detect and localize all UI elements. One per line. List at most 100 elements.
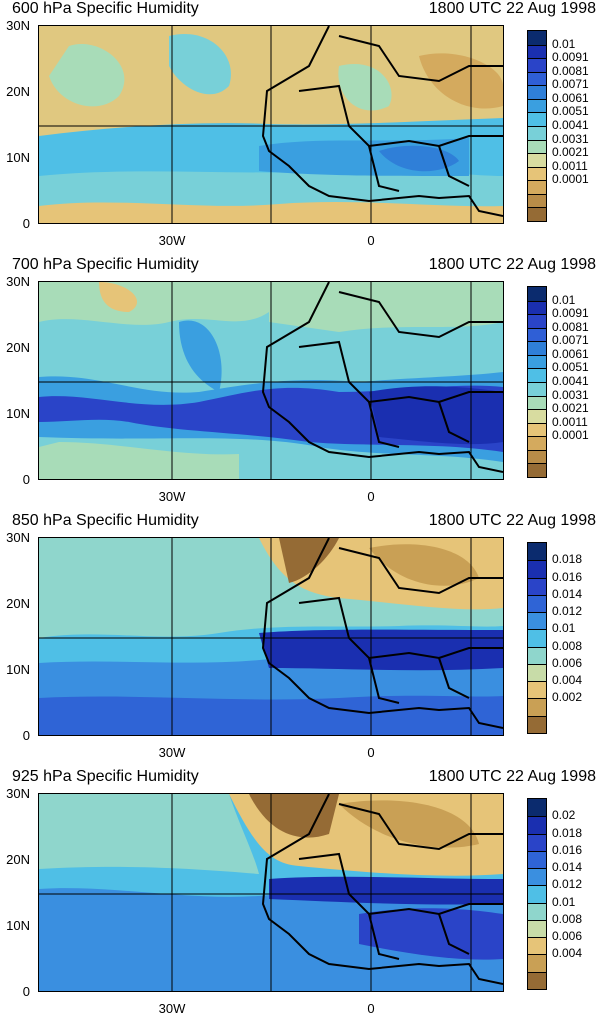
colorbar-swatch bbox=[528, 395, 546, 410]
colorbar-swatch bbox=[528, 436, 546, 450]
colorbar-swatch bbox=[528, 354, 546, 369]
y-tick-30n: 30N bbox=[6, 530, 30, 545]
colorbar-label: 0.01 bbox=[552, 894, 576, 909]
colorbar-swatch bbox=[528, 816, 546, 834]
humidity-map bbox=[38, 793, 504, 992]
colorbar-swatch bbox=[528, 449, 546, 464]
colorbar-label: 0.004 bbox=[552, 946, 583, 961]
colorbar-label: 0.0031 bbox=[552, 131, 589, 146]
colorbar-swatch bbox=[528, 71, 546, 86]
y-tick-10n: 10N bbox=[6, 918, 30, 933]
colorbar-swatch bbox=[528, 422, 546, 437]
y-tick-30n: 30N bbox=[6, 786, 30, 801]
colorbar-label: 0.018 bbox=[552, 552, 583, 567]
y-tick-20n: 20N bbox=[6, 340, 30, 355]
x-tick-0: 0 bbox=[367, 1001, 375, 1016]
colorbar-label: 0.008 bbox=[552, 638, 583, 653]
colorbar-swatch bbox=[528, 594, 546, 613]
y-tick-0: 0 bbox=[22, 216, 30, 231]
y-tick-0: 0 bbox=[22, 472, 30, 487]
colorbar-label: 0.014 bbox=[552, 586, 583, 601]
coastlines-and-borders bbox=[39, 794, 503, 991]
colorbar-label: 0.0041 bbox=[552, 118, 589, 132]
y-tick-10n: 10N bbox=[6, 150, 30, 165]
coastlines-and-borders bbox=[39, 26, 503, 223]
colorbar-label: 0.0011 bbox=[552, 414, 588, 429]
colorbar-label: 0.018 bbox=[552, 825, 583, 840]
colorbar-swatch bbox=[528, 31, 546, 45]
colorbar-label: 0.0091 bbox=[552, 50, 589, 65]
coastlines-and-borders bbox=[39, 282, 503, 479]
colorbar-swatch bbox=[528, 125, 546, 140]
colorbar-swatch bbox=[528, 885, 546, 903]
y-tick-20n: 20N bbox=[6, 852, 30, 867]
colorbar-swatch bbox=[528, 368, 546, 382]
x-tick-0: 0 bbox=[367, 489, 375, 504]
colorbar-label: 0.0011 bbox=[552, 158, 588, 173]
x-tick-30w: 30W bbox=[158, 489, 186, 504]
map-panel-700hpa: 700 hPa Specific Humidity 1800 UTC 22 Au… bbox=[0, 256, 600, 512]
panel-title: 700 hPa Specific Humidity bbox=[12, 256, 199, 273]
colorbar-label: 0.01 bbox=[552, 36, 576, 51]
colorbar-swatch bbox=[528, 98, 546, 113]
colorbar-label: 0.014 bbox=[552, 860, 583, 875]
panel-title: 600 hPa Specific Humidity bbox=[12, 0, 199, 17]
colorbar-label: 0.008 bbox=[552, 911, 583, 926]
map-panel-600hpa: 600 hPa Specific Humidity 1800 UTC 22 Au… bbox=[0, 0, 600, 256]
x-tick-30w: 30W bbox=[158, 1001, 186, 1016]
colorbar-swatch bbox=[528, 112, 546, 126]
colorbar-label: 0.02 bbox=[552, 808, 576, 823]
x-tick-0: 0 bbox=[367, 233, 375, 248]
colorbar-swatch bbox=[528, 577, 546, 595]
colorbar-label: 0.0021 bbox=[552, 145, 589, 160]
colorbar bbox=[527, 798, 547, 990]
panel-title: 850 hPa Specific Humidity bbox=[12, 512, 199, 529]
humidity-map bbox=[38, 281, 504, 480]
colorbar-labels: 0.018 0.016 0.014 0.012 0.01 0.008 0.006 0.004 0… bbox=[0, 542, 600, 732]
colorbar-label: 0.0001 bbox=[552, 172, 589, 187]
colorbar-swatch bbox=[528, 314, 546, 328]
colorbar-swatch bbox=[528, 193, 546, 208]
x-tick-30w: 30W bbox=[158, 233, 186, 248]
colorbar-label: 0.016 bbox=[552, 842, 583, 857]
y-tick-0: 0 bbox=[22, 984, 30, 999]
colorbar-swatch bbox=[528, 381, 546, 396]
colorbar-swatch bbox=[528, 341, 546, 355]
colorbar-labels: 0.01 0.0091 0.0081 0.0071 0.0061 0.0051 0.0041… bbox=[0, 30, 600, 220]
x-tick-30w: 30W bbox=[158, 745, 186, 760]
y-tick-20n: 20N bbox=[6, 84, 30, 99]
colorbar-swatch bbox=[528, 868, 546, 886]
y-tick-0: 0 bbox=[22, 728, 30, 743]
colorbar-swatch bbox=[528, 698, 546, 716]
colorbar-swatch bbox=[528, 937, 546, 955]
colorbar-swatch bbox=[528, 902, 546, 920]
colorbar-label: 0.004 bbox=[552, 673, 583, 688]
colorbar-swatch bbox=[528, 646, 546, 664]
panel-title: 925 hPa Specific Humidity bbox=[12, 768, 199, 785]
colorbar-swatch bbox=[528, 44, 546, 59]
colorbar-swatch bbox=[528, 799, 546, 817]
panel-time: 1800 UTC 22 Aug 1998 bbox=[428, 768, 596, 785]
humidity-map bbox=[38, 537, 504, 736]
colorbar-label: 0.012 bbox=[552, 604, 583, 619]
colorbar-label: 0.002 bbox=[552, 690, 583, 705]
colorbar-label: 0.0071 bbox=[552, 333, 589, 348]
colorbar-swatch bbox=[528, 543, 546, 561]
colorbar-swatch bbox=[528, 409, 546, 423]
colorbar-swatch bbox=[528, 463, 546, 477]
colorbar-swatch bbox=[528, 58, 546, 72]
colorbar-label: 0.0021 bbox=[552, 401, 589, 416]
colorbar bbox=[527, 286, 547, 478]
colorbar-swatch bbox=[528, 612, 546, 630]
colorbar-swatch bbox=[528, 681, 546, 699]
colorbar-swatch bbox=[528, 560, 546, 578]
x-tick-0: 0 bbox=[367, 745, 375, 760]
colorbar-swatch bbox=[528, 153, 546, 167]
panel-time: 1800 UTC 22 Aug 1998 bbox=[428, 512, 596, 529]
colorbar-label: 0.01 bbox=[552, 621, 576, 636]
colorbar-label: 0.0091 bbox=[552, 306, 589, 321]
colorbar-swatch bbox=[528, 954, 546, 972]
map-panel-925hpa: 925 hPa Specific Humidity 1800 UTC 22 Au… bbox=[0, 768, 600, 1024]
y-tick-10n: 10N bbox=[6, 662, 30, 677]
colorbar-swatch bbox=[528, 207, 546, 221]
